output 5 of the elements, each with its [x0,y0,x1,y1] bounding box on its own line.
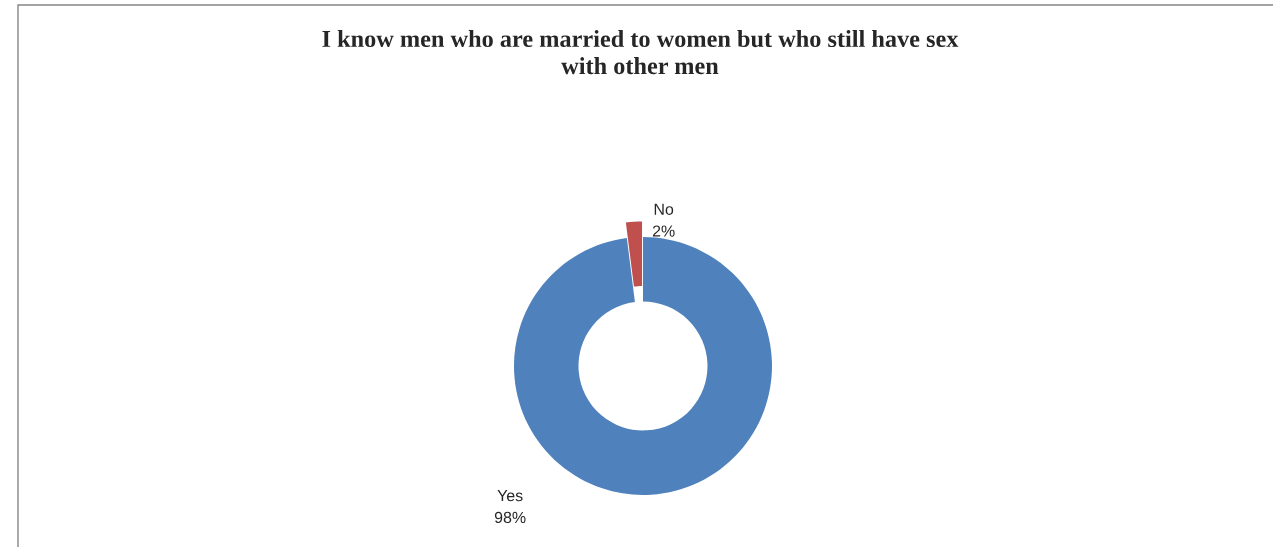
slice-label: Yes [497,490,523,502]
data-label: 2% [652,225,675,237]
slice-label: No [654,203,674,215]
chart-title: I know men who are married to women but who still have sex with other men [322,30,959,75]
data-label: 98% [494,511,526,524]
